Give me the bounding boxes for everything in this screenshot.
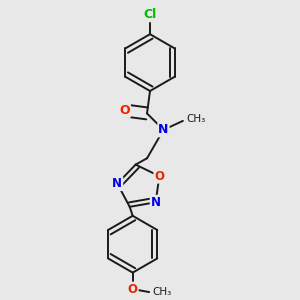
Text: O: O	[154, 170, 164, 183]
Text: O: O	[119, 104, 130, 117]
Text: N: N	[112, 177, 122, 190]
Text: CH₃: CH₃	[187, 114, 206, 124]
Text: O: O	[128, 283, 138, 296]
Text: Cl: Cl	[143, 8, 157, 21]
Text: N: N	[158, 123, 169, 136]
Text: N: N	[151, 196, 161, 209]
Text: CH₃: CH₃	[152, 287, 171, 297]
